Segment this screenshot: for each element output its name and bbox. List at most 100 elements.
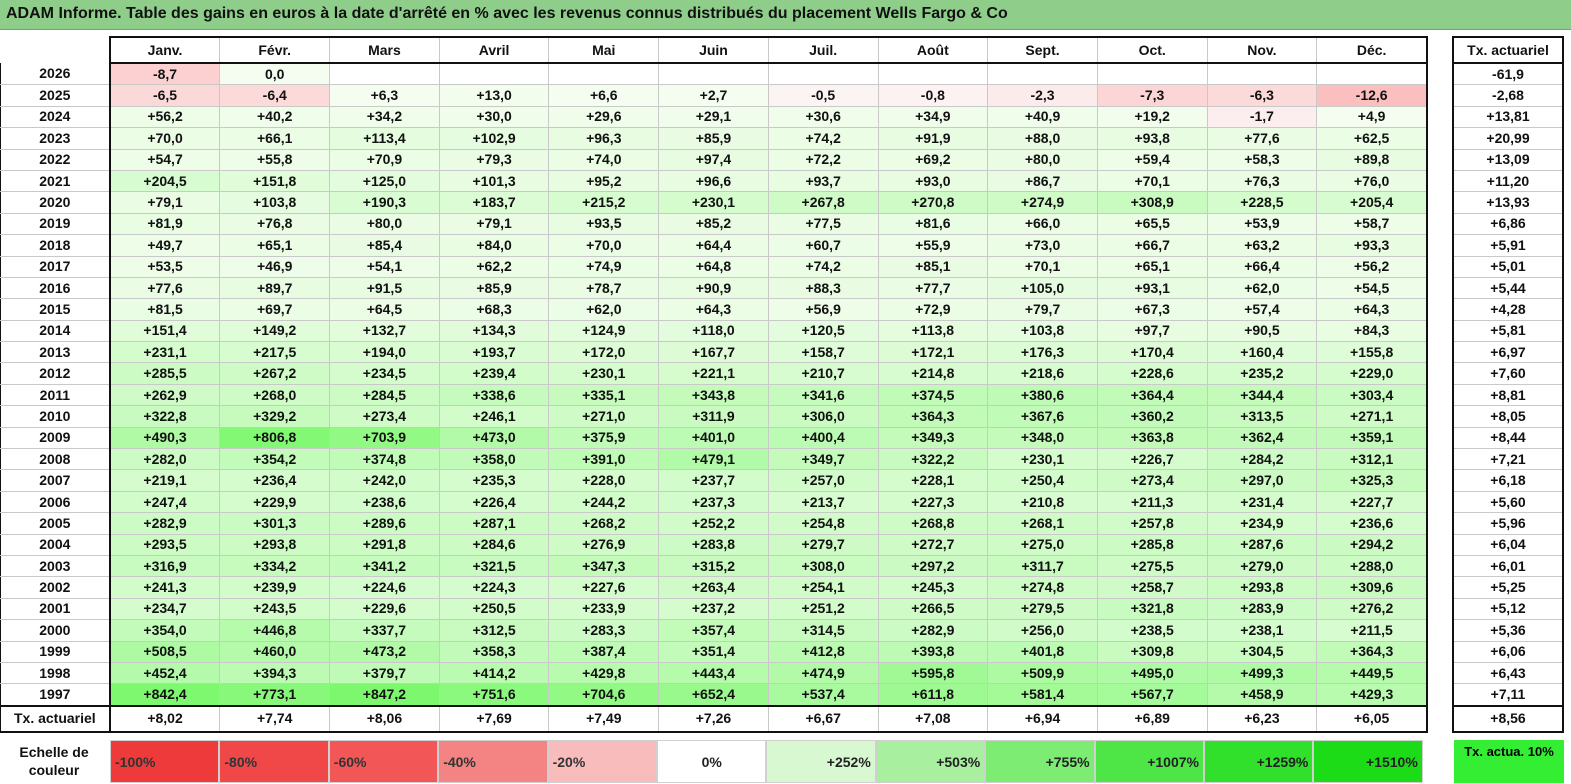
- gain-cell: +81,6: [877, 212, 989, 236]
- gain-cell: +429,8: [548, 661, 660, 685]
- table-row: 2015 +81,5 +69,7 +64,5 +68,3 +62,0 +64,3 +56,9 +…: [0, 298, 1429, 321]
- year-cell: 2019: [0, 212, 111, 236]
- table-row: 2008 +282,0 +354,2 +374,8 +358,0 +391,0 +479,1…: [0, 448, 1429, 471]
- gain-cell: +54,7: [109, 148, 221, 171]
- gain-cell: +257,8: [1096, 512, 1208, 535]
- table-row: 2017 +53,5 +46,9 +54,1 +62,2 +74,9 +64,8 +74,2 +…: [0, 255, 1429, 278]
- gain-cell: +70,0: [109, 127, 221, 150]
- table-row: 2013 +231,1 +217,5 +194,0 +193,7 +172,0 +167,7…: [0, 341, 1429, 364]
- gain-cell: +239,9: [219, 576, 331, 599]
- gain-cell: +267,8: [767, 191, 879, 214]
- tx-actuariel-cell: +13,81: [1452, 105, 1564, 129]
- gain-cell: +338,6: [438, 383, 550, 407]
- gain-cell: +293,8: [219, 533, 331, 556]
- gain-cell: +230,1: [658, 191, 769, 214]
- tx-row: +5,36: [1452, 619, 1564, 642]
- gain-cell: +479,1: [658, 448, 769, 471]
- gain-cell: +227,6: [548, 576, 660, 599]
- gain-cell: +229,0: [1316, 362, 1429, 385]
- gain-cell: +170,4: [1096, 341, 1208, 364]
- tx-actuariel-table: Tx. actuariel -61,9 -2,68 +13,81 +20,99 +13,0…: [1452, 36, 1564, 733]
- gain-cell: +74,0: [548, 148, 660, 171]
- gain-cell: +213,7: [767, 490, 879, 514]
- table-row: 2018 +49,7 +65,1 +85,4 +84,0 +70,0 +64,4 +60,7 +…: [0, 234, 1429, 257]
- gain-cell: +64,3: [658, 298, 769, 321]
- gain-cell: +325,3: [1316, 469, 1429, 492]
- gain-cell: +321,8: [1096, 597, 1208, 621]
- gain-cell: +155,8: [1316, 341, 1429, 364]
- gain-cell: +93,0: [877, 169, 989, 193]
- year-cell: 2016: [0, 276, 111, 300]
- gain-cell: +77,6: [109, 276, 221, 300]
- total-label: Tx. actuariel: [0, 704, 111, 733]
- gain-cell: +228,5: [1206, 191, 1318, 214]
- tx-row: +6,86: [1452, 212, 1564, 236]
- month-header: Mars: [329, 36, 440, 64]
- gain-cell: +250,5: [438, 597, 550, 621]
- tx-row: +6,06: [1452, 640, 1564, 663]
- table-row: 2009 +490,3 +806,8 +703,9 +473,0 +375,9 +401,0…: [0, 426, 1429, 450]
- table-row: 2025 -6,5 -6,4 +6,3 +13,0 +6,6 +2,7 -0,5 -0,8 -2,…: [0, 84, 1429, 107]
- total-cell: +7,74: [219, 704, 331, 733]
- total-cell: +6,67: [767, 704, 879, 733]
- gain-cell: +341,2: [329, 554, 440, 578]
- tx-row: +5,96: [1452, 512, 1564, 535]
- gain-cell: +256,0: [987, 619, 1098, 642]
- gain-cell: +59,4: [1096, 148, 1208, 171]
- gain-cell: +54,1: [329, 255, 440, 278]
- total-cell: +8,06: [329, 704, 440, 733]
- month-header: Juin: [658, 36, 769, 64]
- gain-cell: +387,4: [548, 640, 660, 663]
- gain-cell: +652,4: [658, 683, 769, 707]
- gain-cell: [329, 63, 440, 86]
- gain-cell: +231,1: [109, 341, 221, 364]
- tx-actuariel-cell: -61,9: [1452, 62, 1564, 86]
- gain-cell: +103,8: [987, 319, 1098, 343]
- gain-cell: +473,0: [438, 426, 550, 450]
- gain-cell: -7,3: [1096, 84, 1208, 107]
- gain-cell: +77,7: [877, 276, 989, 300]
- gain-cell: +537,4: [767, 683, 879, 707]
- gain-cell: +297,2: [877, 554, 989, 578]
- gain-cell: +214,8: [877, 362, 989, 385]
- gain-cell: +215,2: [548, 191, 660, 214]
- gain-cell: +65,1: [219, 234, 331, 257]
- gain-cell: +237,2: [658, 597, 769, 621]
- gain-cell: +294,2: [1316, 533, 1429, 556]
- gain-cell: -6,4: [219, 84, 331, 107]
- tx-header-row: Tx. actuariel: [1452, 36, 1564, 64]
- year-cell: 2006: [0, 490, 111, 514]
- gain-cell: +134,3: [438, 319, 550, 343]
- gain-cell: +88,0: [987, 127, 1098, 150]
- table-row: 2006 +247,4 +229,9 +238,6 +226,4 +244,2 +237,3…: [0, 490, 1429, 514]
- gain-cell: +93,8: [1096, 127, 1208, 150]
- table-row: 2002 +241,3 +239,9 +224,6 +224,3 +227,6 +263,4…: [0, 576, 1429, 599]
- gain-cell: +204,5: [109, 169, 221, 193]
- gain-cell: +221,1: [658, 362, 769, 385]
- gain-cell: +226,4: [438, 490, 550, 514]
- gain-cell: +449,5: [1316, 661, 1429, 685]
- gain-cell: +97,4: [658, 148, 769, 171]
- gain-cell: +263,4: [658, 576, 769, 599]
- legend-swatch: 0%: [657, 740, 767, 783]
- gain-cell: +211,3: [1096, 490, 1208, 514]
- gain-cell: +363,8: [1096, 426, 1208, 450]
- table-row: 2010 +322,8 +329,2 +273,4 +246,1 +271,0 +311,9…: [0, 405, 1429, 428]
- gain-cell: +490,3: [109, 426, 221, 450]
- year-cell: 2018: [0, 234, 111, 257]
- year-cell: 2011: [0, 383, 111, 407]
- gain-cell: [987, 63, 1098, 86]
- gain-cell: +210,7: [767, 362, 879, 385]
- gain-cell: +262,9: [109, 383, 221, 407]
- tx-row: +5,01: [1452, 255, 1564, 278]
- gain-cell: +335,1: [548, 383, 660, 407]
- gain-cell: +228,0: [548, 469, 660, 492]
- gain-cell: +64,8: [658, 255, 769, 278]
- year-cell: 2000: [0, 619, 111, 642]
- table-row: 2023 +70,0 +66,1 +113,4 +102,9 +96,3 +85,9 +74,…: [0, 127, 1429, 150]
- gain-cell: +337,7: [329, 619, 440, 642]
- gain-cell: +66,7: [1096, 234, 1208, 257]
- gain-cell: +79,1: [438, 212, 550, 236]
- gain-cell: +233,9: [548, 597, 660, 621]
- gain-cell: +359,1: [1316, 426, 1429, 450]
